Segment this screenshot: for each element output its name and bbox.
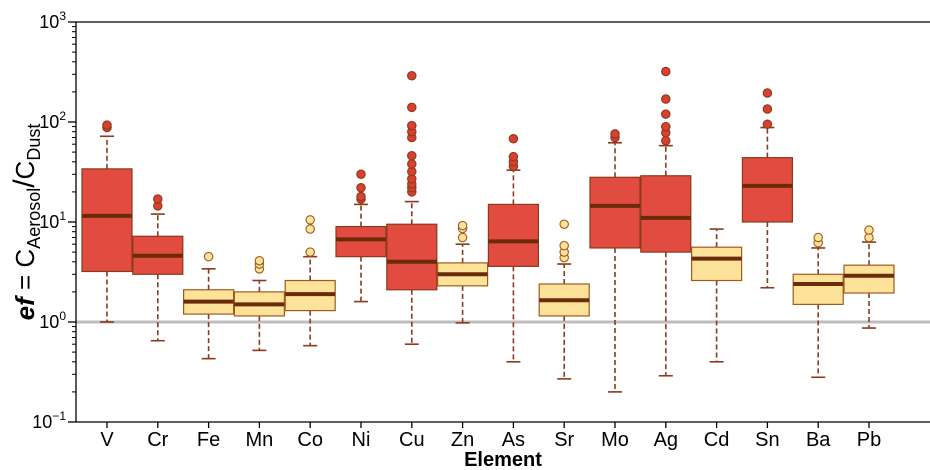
outlier-point bbox=[305, 224, 315, 234]
outlier-point bbox=[407, 150, 417, 161]
box-Mn bbox=[233, 255, 285, 352]
outlier-point bbox=[254, 255, 265, 266]
x-tick-label-Zn: Zn bbox=[451, 429, 474, 451]
outlier-point bbox=[356, 169, 366, 180]
outlier-point bbox=[305, 215, 315, 225]
outlier-point bbox=[661, 109, 671, 119]
box-Co bbox=[284, 215, 336, 347]
box-body bbox=[487, 203, 539, 267]
outlier-point bbox=[305, 247, 315, 257]
outlier-point bbox=[661, 121, 671, 132]
x-axis-title: Element bbox=[464, 449, 542, 470]
box-Cu bbox=[386, 71, 438, 345]
x-tick-label-Cr: Cr bbox=[147, 429, 168, 451]
box-Ba bbox=[792, 232, 844, 379]
outlier-point bbox=[762, 119, 773, 129]
box-Ag bbox=[640, 66, 692, 377]
outlier-point bbox=[508, 133, 519, 144]
y-tick-label: 101 bbox=[39, 209, 66, 232]
outlier-point bbox=[661, 135, 671, 146]
x-tick-label-Ba: Ba bbox=[806, 429, 831, 451]
outlier-point bbox=[356, 191, 366, 202]
x-tick-label-Ag: Ag bbox=[654, 429, 678, 451]
box-body bbox=[741, 157, 794, 223]
axes-layer bbox=[68, 21, 930, 428]
y-tick-label: 102 bbox=[39, 109, 66, 132]
x-tick-label-Sr: Sr bbox=[554, 429, 574, 451]
box-body bbox=[690, 246, 743, 282]
box-As bbox=[487, 133, 539, 363]
outlier-point bbox=[457, 232, 468, 243]
outlier-point bbox=[407, 102, 417, 113]
x-tick-label-Co: Co bbox=[297, 429, 323, 451]
box-Cr bbox=[132, 194, 184, 342]
outlier-point bbox=[661, 66, 671, 77]
box-body bbox=[335, 225, 387, 258]
labels-layer: 10−1 100 101 102 103 V Cr Fe Mn Co Ni Cu Zn As Sr Mo Ag C… bbox=[8, 9, 881, 470]
y-axis-title: ef = CAerosol/CDust bbox=[8, 124, 44, 321]
box-V bbox=[81, 120, 133, 323]
x-tick-label-Pb: Pb bbox=[857, 429, 881, 451]
box-body bbox=[589, 176, 641, 249]
outlier-point bbox=[356, 183, 366, 193]
box-body bbox=[640, 175, 692, 253]
box-Zn bbox=[437, 220, 489, 324]
box-body bbox=[386, 223, 438, 291]
box-Sn bbox=[741, 88, 794, 289]
box-Pb bbox=[843, 225, 895, 329]
outlier-point bbox=[559, 219, 569, 229]
outlier-point bbox=[407, 159, 417, 169]
y-tick-label: 103 bbox=[39, 9, 66, 32]
box-body bbox=[792, 273, 844, 305]
outlier-point bbox=[864, 225, 874, 235]
outlier-point bbox=[762, 88, 773, 98]
x-tick-label-Ni: Ni bbox=[352, 429, 371, 451]
outlier-point bbox=[457, 220, 468, 231]
x-tick-label-Cd: Cd bbox=[704, 429, 730, 451]
outlier-point bbox=[407, 120, 417, 131]
outlier-point bbox=[813, 232, 823, 243]
outlier-point bbox=[407, 71, 417, 81]
x-tick-label-Fe: Fe bbox=[197, 429, 220, 451]
outlier-point bbox=[153, 194, 163, 204]
boxes-layer bbox=[81, 66, 895, 393]
y-tick-label: 10−1 bbox=[32, 409, 66, 432]
outlier-point bbox=[102, 120, 112, 130]
y-tick-label: 100 bbox=[39, 309, 66, 332]
x-tick-label-Mn: Mn bbox=[246, 429, 274, 451]
x-tick-label-Cu: Cu bbox=[399, 429, 425, 451]
box-Ni bbox=[335, 169, 387, 303]
outlier-point bbox=[559, 240, 569, 251]
outlier-point bbox=[508, 151, 519, 162]
box-Cd bbox=[690, 228, 743, 363]
x-tick-label-Mo: Mo bbox=[601, 429, 629, 451]
x-tick-label-V: V bbox=[100, 429, 114, 451]
box-Sr bbox=[538, 219, 590, 380]
outlier-point bbox=[762, 104, 773, 114]
outlier-point bbox=[610, 129, 620, 139]
box-Fe bbox=[183, 251, 235, 360]
outlier-point bbox=[661, 94, 671, 104]
box-Mo bbox=[589, 129, 641, 393]
x-tick-label-Sn: Sn bbox=[755, 429, 779, 451]
box-body bbox=[81, 168, 133, 273]
x-tick-label-As: As bbox=[502, 429, 525, 451]
outlier-point bbox=[203, 251, 214, 262]
box-body bbox=[843, 264, 895, 294]
